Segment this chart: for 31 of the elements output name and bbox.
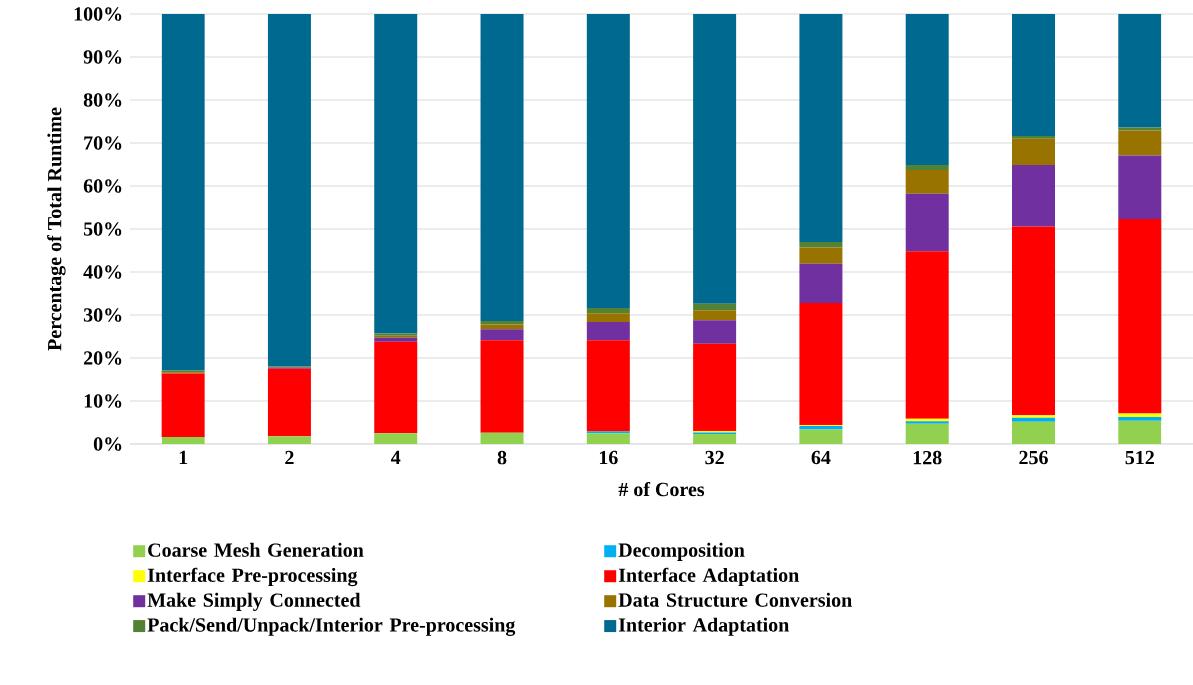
y-tick-label: 100%	[74, 7, 122, 21]
x-tick-label: 16	[599, 450, 618, 465]
x-tick-label: 512	[1125, 450, 1154, 465]
legend-label: Make Simply Connected	[147, 592, 361, 611]
legend-label: Decomposition	[618, 542, 745, 561]
legend-label: Data Structure Conversion	[618, 592, 852, 607]
y-tick-label: 0%	[93, 437, 122, 451]
legend-label: Interior Adaptation	[618, 617, 790, 636]
x-tick-label: 1	[179, 450, 188, 465]
x-axis-title: # of Cores	[618, 481, 705, 497]
x-tick-label: 64	[811, 450, 831, 465]
y-tick-label: 70%	[84, 136, 122, 150]
y-tick-label: 10%	[84, 394, 122, 408]
y-tick-label: 40%	[83, 265, 122, 279]
x-tick-label: 256	[1019, 450, 1048, 465]
y-tick-label: 80%	[83, 93, 122, 107]
x-tick-label: 32	[705, 450, 724, 465]
y-tick-label: 30%	[83, 308, 122, 322]
x-tick-label: 2	[285, 450, 294, 465]
y-tick-label: 20%	[83, 351, 122, 365]
y-tick-label: 60%	[83, 179, 122, 193]
y-tick-label: 90%	[83, 50, 122, 64]
y-axis-title: Percentage of Total Runtime	[47, 107, 66, 351]
legend-label: Coarse Mesh Generation	[148, 542, 364, 557]
x-tick-label: 8	[497, 450, 507, 465]
legend-label: Interface Pre-processing	[147, 567, 358, 587]
x-tick-label: 4	[391, 450, 401, 465]
y-tick-label: 50%	[83, 222, 122, 236]
x-tick-label: 128	[913, 450, 942, 465]
legend-label: Pack/Send/Unpack/Interior Pre-processing	[147, 617, 516, 636]
legend-label: Interface Adaptation	[618, 567, 799, 587]
